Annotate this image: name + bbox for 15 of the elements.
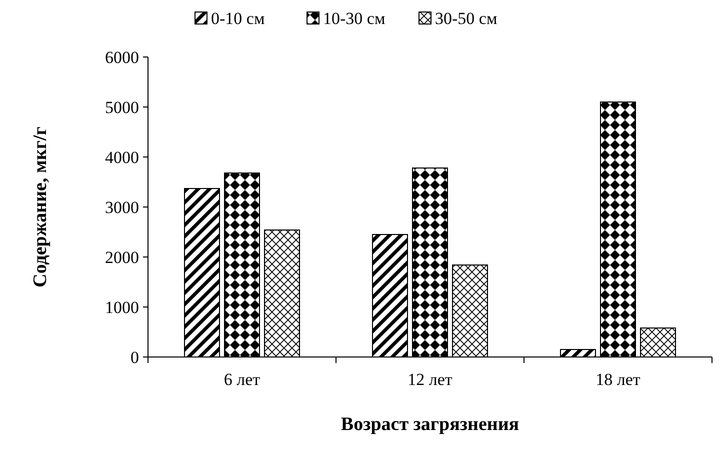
legend-label: 30-50 см [435,8,498,28]
x-tick-label: 6 лет [224,370,261,389]
y-tick-label: 2000 [105,248,139,267]
x-tick-label: 18 лет [596,370,641,389]
y-tick-label: 3000 [105,198,139,217]
y-tick-label: 4000 [105,148,139,167]
y-tick-label: 6000 [105,48,139,67]
x-axis-title: Возраст загрязнения [340,414,520,435]
y-tick-label: 1000 [105,298,139,317]
x-tick-label: 12 лет [408,370,453,389]
y-tick-label: 0 [130,348,139,367]
legend-label: 0-10 см [211,8,265,28]
legend-label: 10-30 см [323,8,386,28]
y-axis-title: Содержание, мкг/г [30,126,51,288]
y-tick-label: 5000 [105,98,139,117]
